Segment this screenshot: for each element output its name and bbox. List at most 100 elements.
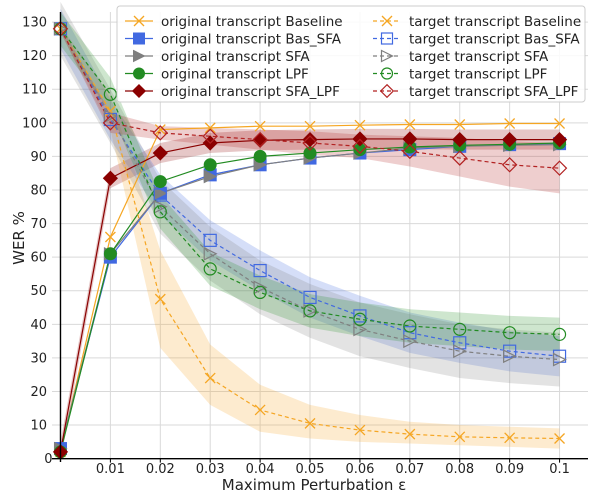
x-tick-label: 0.1 — [549, 462, 570, 477]
y-tick-label: 50 — [30, 284, 47, 299]
y-tick-label: 30 — [30, 351, 47, 366]
diamond-marker — [302, 132, 318, 148]
legend-label: original transcript LPF — [161, 67, 309, 83]
series-line — [60, 28, 560, 335]
square-marker — [133, 32, 145, 45]
diamond-marker — [352, 138, 368, 155]
triangle-marker — [552, 352, 567, 367]
triangle-marker — [380, 49, 394, 63]
diamond-marker — [302, 135, 318, 151]
y-tick-label: 130 — [22, 16, 47, 31]
y-axis-label: WER % — [10, 211, 28, 265]
square-marker — [303, 290, 317, 305]
triangle-marker — [503, 349, 517, 364]
legend-label: target transcript SFA_LPF — [409, 84, 578, 100]
diamond-marker — [379, 83, 395, 99]
diamond-marker — [501, 157, 518, 173]
x-marker — [254, 404, 266, 416]
error-band — [60, 25, 560, 449]
y-tick-label: 100 — [22, 116, 47, 131]
x-tick-label: 0.05 — [296, 462, 325, 477]
axes — [52, 12, 588, 463]
series-markers — [52, 21, 568, 460]
x-marker — [504, 432, 516, 444]
triangle-marker — [203, 246, 218, 261]
circle-marker — [153, 175, 167, 189]
x-tick-label: 0.02 — [146, 462, 175, 477]
x-marker — [454, 431, 466, 443]
x-marker — [204, 372, 216, 384]
circle-marker — [380, 67, 394, 80]
diamond-marker — [102, 170, 118, 186]
x-marker — [454, 119, 466, 130]
error-band — [60, 25, 560, 194]
triangle-marker — [253, 280, 268, 295]
x-marker — [133, 15, 145, 27]
circle-marker — [133, 67, 145, 80]
diamond-marker — [502, 132, 518, 148]
x-marker — [204, 122, 216, 134]
triangle-marker — [453, 344, 468, 359]
x-marker — [354, 119, 366, 131]
x-marker — [554, 118, 566, 129]
circle-marker — [253, 149, 267, 163]
x-tick-label: 0.04 — [246, 462, 275, 477]
x-marker — [304, 417, 316, 429]
x-marker — [554, 433, 566, 444]
diamond-marker — [551, 160, 568, 176]
legend-label: target transcript Bas_SFA — [409, 32, 580, 48]
error-band — [60, 12, 560, 352]
triangle-marker — [403, 334, 418, 349]
diamond-marker — [551, 132, 568, 148]
y-tick-label: 20 — [30, 385, 47, 400]
circle-marker — [403, 319, 417, 333]
y-tick-label: 110 — [22, 83, 47, 98]
x-marker — [154, 124, 166, 135]
triangle-marker — [133, 49, 146, 63]
diamond-marker — [152, 125, 169, 141]
circle-marker — [503, 326, 517, 340]
diamond-marker — [252, 131, 268, 148]
x-tick-label: 0.03 — [196, 462, 225, 477]
legend-box — [116, 5, 586, 103]
diamond-marker — [452, 132, 468, 148]
legend-label: target transcript Baseline — [409, 14, 581, 30]
circle-marker — [453, 322, 467, 336]
series-line — [59, 28, 560, 169]
circle-marker — [203, 158, 217, 172]
legend-label: original transcript Baseline — [161, 14, 343, 30]
series-line — [59, 28, 560, 440]
diamond-marker — [152, 145, 168, 161]
x-marker — [354, 424, 366, 436]
y-tick-label: 60 — [30, 251, 47, 266]
legend-label: target transcript LPF — [409, 67, 547, 83]
diamond-marker — [402, 143, 418, 160]
x-tick-label: 0.01 — [96, 462, 125, 477]
triangle-marker — [103, 109, 118, 124]
square-marker — [353, 309, 367, 323]
square-marker — [380, 32, 394, 45]
x-marker — [404, 428, 416, 440]
diamond-marker — [102, 115, 119, 131]
square-marker — [253, 263, 267, 278]
legend-label: original transcript Bas_SFA — [161, 32, 342, 48]
x-tick-label: 0.07 — [395, 462, 424, 477]
y-tick-label: 40 — [30, 318, 47, 333]
y-tick-label: 80 — [30, 183, 47, 198]
circle-marker — [153, 205, 167, 219]
x-marker — [504, 118, 516, 129]
x-tick-label: 0.08 — [445, 462, 474, 477]
x-marker — [154, 293, 166, 305]
diamond-marker — [131, 83, 147, 99]
circle-marker — [203, 262, 217, 276]
x-axis-label: Maximum Perturbation ε — [222, 476, 406, 494]
x-tick-label: 0.09 — [495, 462, 524, 477]
circle-marker — [353, 312, 367, 326]
x-marker — [304, 120, 316, 132]
triangle-marker — [353, 322, 368, 337]
x-marker — [104, 231, 116, 243]
tick-labels: 0.01 0.02 0.03 0.04 0.05 0.06 0.07 0.08 0.09 0.1 0… — [22, 16, 570, 477]
square-marker — [153, 188, 167, 202]
y-tick-label: 90 — [30, 150, 47, 165]
